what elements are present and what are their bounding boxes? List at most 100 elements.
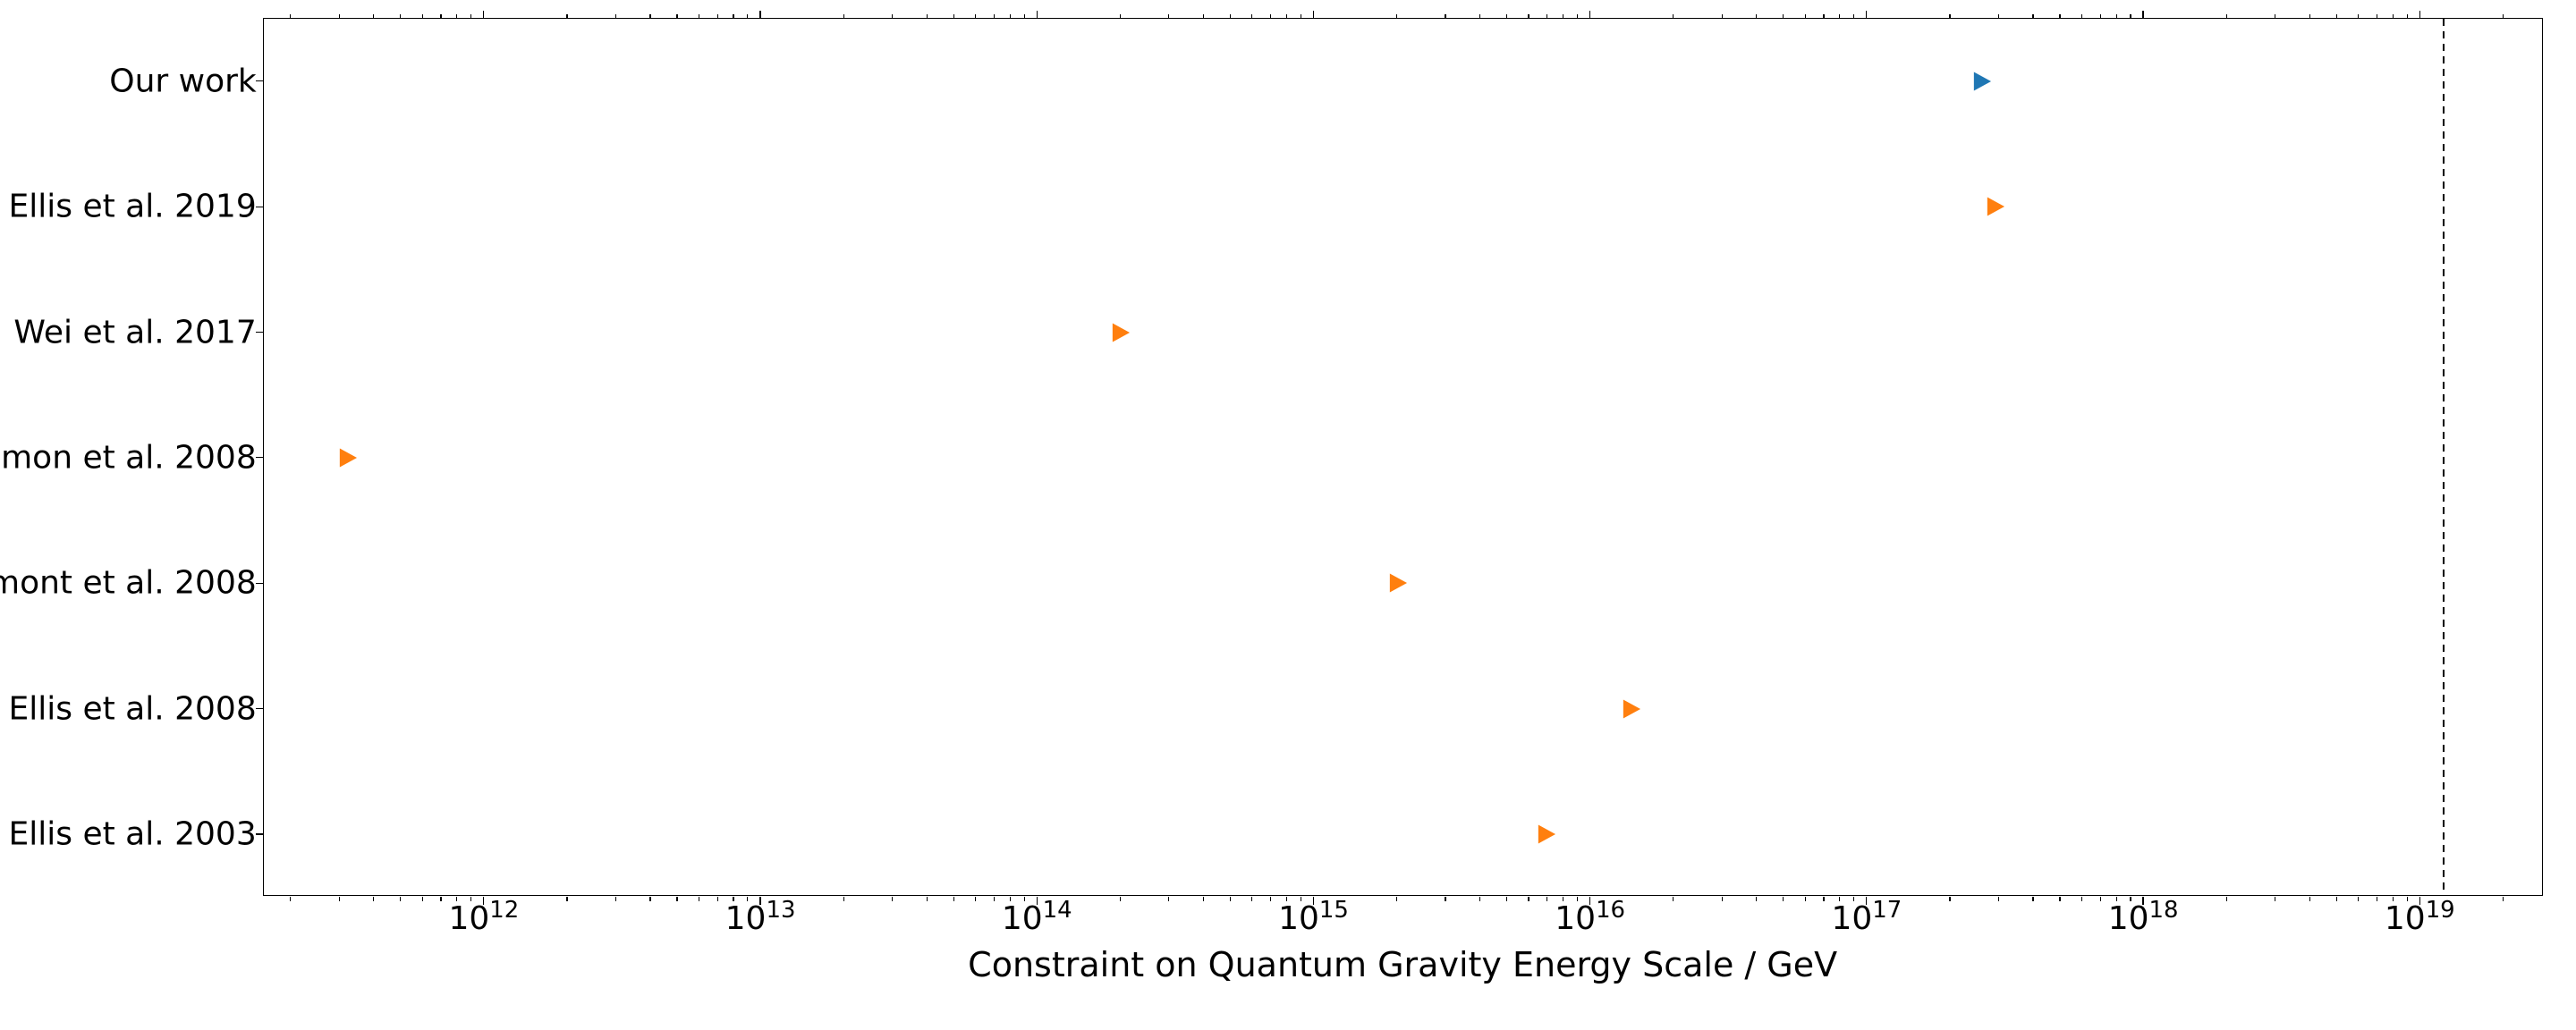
x-minor-tick-mark [1120, 897, 1121, 901]
x-minor-tick-mark [2059, 14, 2060, 19]
x-minor-tick-mark [1230, 14, 1231, 19]
x-tick-base: 10 [448, 900, 489, 937]
x-tick-label: 1017 [1831, 895, 1902, 937]
x-minor-tick-mark [456, 897, 457, 901]
x-tick-exp: 19 [2426, 897, 2455, 924]
x-minor-tick-mark [1120, 14, 1121, 19]
x-tick-base: 10 [1002, 900, 1043, 937]
x-minor-tick-mark [1722, 14, 1723, 19]
x-minor-tick-mark [422, 897, 423, 901]
y-tick-label: Bolmont et al. 2008 [0, 565, 264, 602]
x-minor-tick-mark [1722, 897, 1723, 901]
x-minor-tick-mark [1251, 14, 1252, 19]
x-minor-tick-mark [1396, 897, 1397, 901]
x-minor-tick-mark [440, 14, 441, 19]
x-minor-tick-mark [1839, 14, 1840, 19]
x-minor-tick-mark [953, 897, 954, 901]
x-minor-tick-mark [1546, 897, 1547, 901]
x-tick-base: 10 [1278, 900, 1319, 937]
data-marker [1970, 71, 1992, 92]
x-minor-tick-mark [2336, 14, 2337, 19]
x-minor-tick-mark [1396, 14, 1397, 19]
x-minor-tick-mark [290, 14, 291, 19]
x-minor-tick-mark [1506, 14, 1507, 19]
x-minor-tick-mark [1839, 897, 1840, 901]
x-minor-tick-mark [927, 897, 928, 901]
x-minor-tick-mark [290, 897, 291, 901]
x-minor-tick-mark [2032, 897, 2033, 901]
data-marker [1386, 572, 1408, 594]
x-tick-label: 1014 [1002, 895, 1072, 937]
data-marker [336, 447, 358, 469]
x-minor-tick-mark [615, 897, 616, 901]
x-minor-tick-mark [566, 14, 567, 19]
x-minor-tick-mark [373, 14, 374, 19]
x-minor-tick-mark [2503, 897, 2504, 901]
x-tick-base: 10 [725, 900, 767, 937]
x-tick-exp: 18 [2149, 897, 2179, 924]
x-minor-tick-mark [1673, 897, 1674, 901]
x-minor-tick-mark [2407, 14, 2408, 19]
x-minor-tick-mark [2309, 14, 2310, 19]
x-minor-tick-mark [470, 897, 471, 901]
x-tick-label: 1013 [725, 895, 796, 937]
x-minor-tick-mark [2100, 897, 2101, 901]
x-minor-tick-mark [2393, 897, 2394, 901]
x-minor-tick-mark [1024, 14, 1025, 19]
x-minor-tick-mark [843, 14, 844, 19]
x-tick-mark [483, 11, 484, 19]
x-minor-tick-mark [649, 897, 650, 901]
x-minor-tick-mark [676, 14, 677, 19]
y-tick-label: Our work [109, 63, 264, 99]
x-minor-tick-mark [2100, 14, 2101, 19]
x-minor-tick-mark [1168, 897, 1169, 901]
x-minor-tick-mark [2358, 897, 2359, 901]
x-minor-tick-mark [1998, 897, 1999, 901]
x-minor-tick-mark [339, 14, 340, 19]
x-minor-tick-mark [2336, 897, 2337, 901]
x-minor-tick-mark [2081, 14, 2082, 19]
figure: Constraint on Quantum Gravity Energy Sca… [0, 0, 2576, 1030]
x-tick-exp: 16 [1596, 897, 1625, 924]
x-tick-exp: 13 [766, 897, 795, 924]
x-minor-tick-mark [1203, 14, 1204, 19]
x-minor-tick-mark [422, 14, 423, 19]
x-minor-tick-mark [2358, 14, 2359, 19]
x-minor-tick-mark [1756, 14, 1757, 19]
x-minor-tick-mark [373, 897, 374, 901]
x-minor-tick-mark [339, 897, 340, 901]
x-minor-tick-mark [1783, 897, 1784, 901]
x-minor-tick-mark [1998, 14, 1999, 19]
x-tick-base: 10 [2108, 900, 2149, 937]
data-marker [1109, 322, 1131, 343]
x-minor-tick-mark [1546, 14, 1547, 19]
x-minor-tick-mark [1853, 897, 1854, 901]
y-tick-label: Wei et al. 2017 [13, 314, 263, 350]
x-tick-label: 1018 [2108, 895, 2179, 937]
x-minor-tick-mark [1251, 897, 1252, 901]
x-minor-tick-mark [1286, 14, 1287, 19]
x-tick-base: 10 [1831, 900, 1872, 937]
x-minor-tick-mark [1270, 14, 1271, 19]
x-minor-tick-mark [2226, 897, 2227, 901]
x-minor-tick-mark [2309, 897, 2310, 901]
x-minor-tick-mark [843, 897, 844, 901]
x-minor-tick-mark [2393, 14, 2394, 19]
x-tick-mark [2142, 11, 2143, 19]
x-minor-tick-mark [2130, 14, 2131, 19]
x-tick-base: 10 [2385, 900, 2426, 937]
data-marker [1535, 823, 1556, 845]
x-minor-tick-mark [717, 14, 718, 19]
x-minor-tick-mark [1577, 897, 1578, 901]
x-tick-mark [759, 11, 760, 19]
x-minor-tick-mark [1949, 897, 1950, 901]
x-minor-tick-mark [2116, 14, 2117, 19]
x-minor-tick-mark [1024, 897, 1025, 901]
x-minor-tick-mark [2130, 897, 2131, 901]
x-tick-label: 1016 [1555, 895, 1625, 937]
x-minor-tick-mark [1230, 897, 1231, 901]
data-marker [1620, 698, 1641, 720]
x-minor-tick-mark [953, 14, 954, 19]
x-minor-tick-mark [1528, 897, 1529, 901]
x-minor-tick-mark [2226, 14, 2227, 19]
